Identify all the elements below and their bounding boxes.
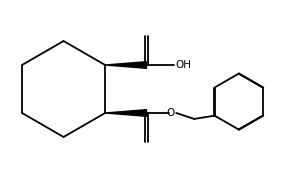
- Text: OH: OH: [175, 60, 191, 70]
- Polygon shape: [105, 110, 146, 116]
- Polygon shape: [105, 62, 146, 68]
- Text: O: O: [166, 108, 174, 118]
